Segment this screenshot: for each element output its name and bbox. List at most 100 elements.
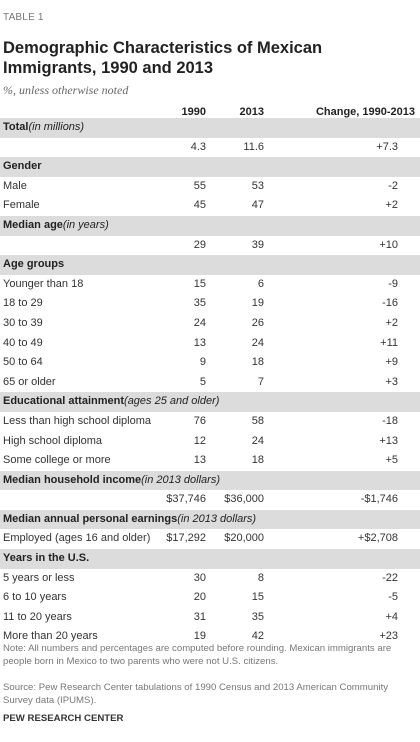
table-row: 6 to 10 years 20 15 -5 — [0, 588, 420, 608]
row-label: Employed (ages 16 and older) — [3, 529, 150, 549]
page-title: Demographic Characteristics of Mexican I… — [3, 39, 323, 77]
row-label: Younger than 18 — [3, 275, 83, 295]
value-change: -16 — [382, 297, 398, 310]
section-header-row: Years in the U.S. — [0, 549, 420, 569]
value-change: +10 — [379, 238, 398, 251]
table-row: Some college or more 13 18 +5 — [0, 451, 420, 471]
label-text: 30 to 39 — [3, 316, 43, 329]
value-change: +9 — [385, 356, 398, 369]
section-header-row: Median annual personal earnings(in 2013 … — [0, 509, 420, 530]
section-header-row: Median household income(in 2013 dollars) — [0, 470, 420, 491]
label-text: 6 to 10 years — [3, 591, 67, 604]
section-label: Total(in millions) — [3, 118, 84, 138]
section-label: Median household income(in 2013 dollars) — [3, 471, 220, 491]
section-label: Median age(in years) — [3, 216, 109, 236]
value-change: -9 — [388, 277, 398, 290]
value-1990: 35 — [193, 297, 206, 310]
label-text: Younger than 18 — [3, 277, 84, 290]
value-change: +4 — [385, 610, 398, 623]
value-change: +2 — [385, 199, 398, 212]
label-text: High school diploma — [3, 434, 103, 447]
value-1990: 30 — [193, 571, 206, 584]
label-text: 50 to 64 — [3, 356, 43, 369]
value-2013: $36,000 — [224, 493, 264, 506]
table-row: Employed (ages 16 and older) $17,292 $20,0… — [0, 529, 420, 549]
label-text: More than 20 years — [3, 630, 98, 643]
label-text: 65 or older — [3, 375, 56, 388]
row-label: 6 to 10 years — [3, 588, 67, 608]
table-row: High school diploma 12 24 +13 — [0, 432, 420, 452]
section-label: Age groups — [3, 255, 64, 275]
label-text: Educational attainment — [3, 395, 125, 408]
row-label: High school diploma — [3, 432, 102, 452]
section-header-row: Educational attainment(ages 25 and older… — [0, 392, 420, 412]
value-change: +3 — [385, 375, 398, 388]
table-row: 40 to 49 13 24 +11 — [0, 334, 420, 354]
subtitle: %, unless otherwise noted — [3, 83, 129, 97]
table-row: Female 45 47 +2 — [0, 196, 420, 216]
section-note: (in years) — [62, 218, 109, 231]
table-row: 65 or older 5 7 +3 — [0, 373, 420, 393]
section-header-row: Gender — [0, 157, 420, 177]
column-header-1990: 1990 — [181, 106, 206, 118]
value-2013: 53 — [251, 179, 264, 192]
label-text: Less than high school diploma — [3, 414, 151, 427]
section-label: Years in the U.S. — [3, 549, 89, 569]
row-label: Some college or more — [3, 451, 111, 471]
row-label: 40 to 49 — [3, 334, 43, 354]
label-text: 18 to 29 — [3, 297, 43, 310]
table-row: 18 to 29 35 19 -16 — [0, 294, 420, 314]
source-note: Source: Pew Research Center tabulations … — [3, 682, 389, 706]
value-2013: 8 — [257, 571, 264, 584]
value-2013: 6 — [257, 277, 264, 290]
value-1990: $37,746 — [166, 493, 206, 506]
table-row: $37,746 $36,000 -$1,746 — [0, 490, 420, 510]
value-2013: 47 — [251, 199, 264, 212]
value-2013: 15 — [251, 591, 264, 604]
value-change: +23 — [379, 630, 398, 643]
label-text: Total — [3, 121, 29, 133]
value-2013: 24 — [251, 434, 264, 447]
table-row: 29 39 +10 — [0, 236, 420, 256]
value-change: +5 — [385, 454, 398, 467]
value-1990: 15 — [193, 277, 206, 290]
value-1990: 45 — [193, 199, 206, 212]
table-row: More than 20 years 19 42 +23 — [0, 627, 420, 647]
value-change: +13 — [379, 434, 398, 447]
row-label: 65 or older — [3, 373, 56, 393]
value-change: -$1,746 — [360, 493, 398, 506]
table-row: 4.3 11.6 +7.3 — [0, 138, 420, 158]
table-row: 5 years or less 30 8 -22 — [0, 569, 420, 589]
value-2013: 24 — [251, 336, 264, 349]
value-change: +2 — [385, 316, 398, 329]
section-label: Gender — [3, 157, 42, 177]
value-1990: 55 — [193, 179, 206, 192]
label-text: Female — [3, 199, 40, 212]
value-2013: 18 — [251, 454, 264, 467]
row-label: Male — [3, 177, 27, 197]
value-1990: 31 — [193, 610, 206, 623]
value-2013: $20,000 — [224, 532, 264, 545]
label-text: 11 to 20 years — [3, 610, 72, 623]
table-row: 50 to 64 9 18 +9 — [0, 353, 420, 373]
value-1990: 4.3 — [190, 140, 206, 153]
row-label: 30 to 39 — [3, 314, 43, 334]
value-2013: 18 — [251, 356, 264, 369]
footnote: Note: All numbers and percentages are co… — [3, 643, 392, 667]
column-header-2013: 2013 — [239, 106, 264, 118]
value-change: -18 — [382, 414, 398, 427]
section-note: (in millions) — [28, 121, 85, 133]
row-label: More than 20 years — [3, 627, 98, 647]
section-note: (in 2013 dollars) — [177, 512, 257, 525]
section-note: (in 2013 dollars) — [141, 473, 220, 486]
value-1990: 19 — [193, 630, 206, 643]
value-2013: 19 — [251, 297, 264, 310]
value-1990: 13 — [193, 454, 206, 467]
value-change: +11 — [380, 336, 398, 349]
value-1990: 5 — [199, 375, 206, 388]
label-text: Gender — [3, 160, 42, 173]
column-header-change: Change, 1990-2013 — [315, 106, 415, 118]
value-change: -5 — [388, 591, 398, 604]
label-text: 5 years or less — [3, 571, 75, 584]
